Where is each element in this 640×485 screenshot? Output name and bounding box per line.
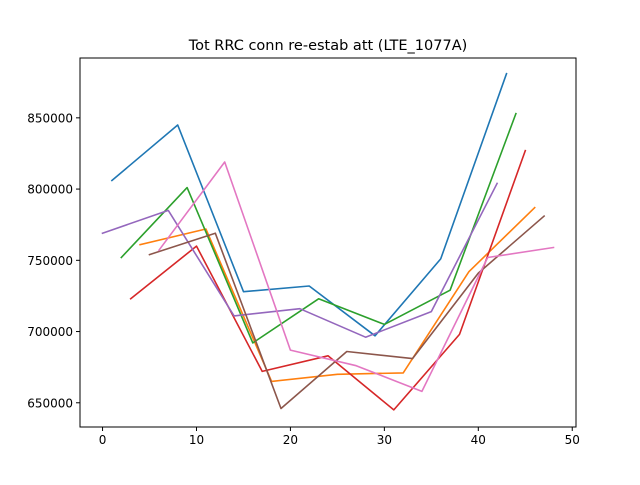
series-lines [101,72,555,411]
x-tick-label: 0 [99,433,107,447]
x-tick-label: 40 [471,433,486,447]
x-tick-label: 30 [377,433,392,447]
y-tick-label: 800000 [27,183,73,197]
plot-frame [79,57,577,428]
chart-title: Tot RRC conn re-estab att (LTE_1077A) [188,38,468,54]
y-tick-label: 750000 [27,254,73,268]
series-line-2 [139,206,536,383]
series-line-4 [129,149,527,411]
x-tick-label: 20 [283,433,298,447]
series-line-1 [110,72,508,337]
axes: 0 10 20 30 40 50 650000 700000 750000 800000 85000… [27,57,580,447]
x-tick-label: 50 [565,433,580,447]
y-tick-label: 650000 [27,396,73,410]
series-line-3 [120,112,517,344]
series-line-6 [148,214,546,410]
series-line-7 [157,161,555,393]
y-tick-label: 700000 [27,325,73,339]
y-tick-label: 850000 [27,111,73,125]
x-tick-label: 10 [189,433,204,447]
series-line-5 [101,182,499,339]
